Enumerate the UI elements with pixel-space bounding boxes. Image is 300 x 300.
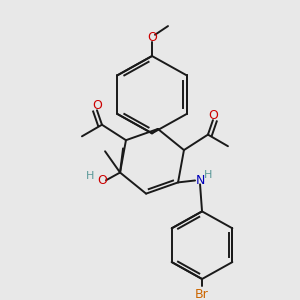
Text: N: N — [195, 174, 205, 187]
Text: O: O — [92, 99, 102, 112]
Text: O: O — [97, 174, 107, 187]
Text: H: H — [86, 171, 94, 182]
Text: O: O — [147, 31, 157, 44]
Text: O: O — [208, 109, 218, 122]
Text: H: H — [204, 170, 212, 180]
Text: Br: Br — [195, 288, 209, 300]
